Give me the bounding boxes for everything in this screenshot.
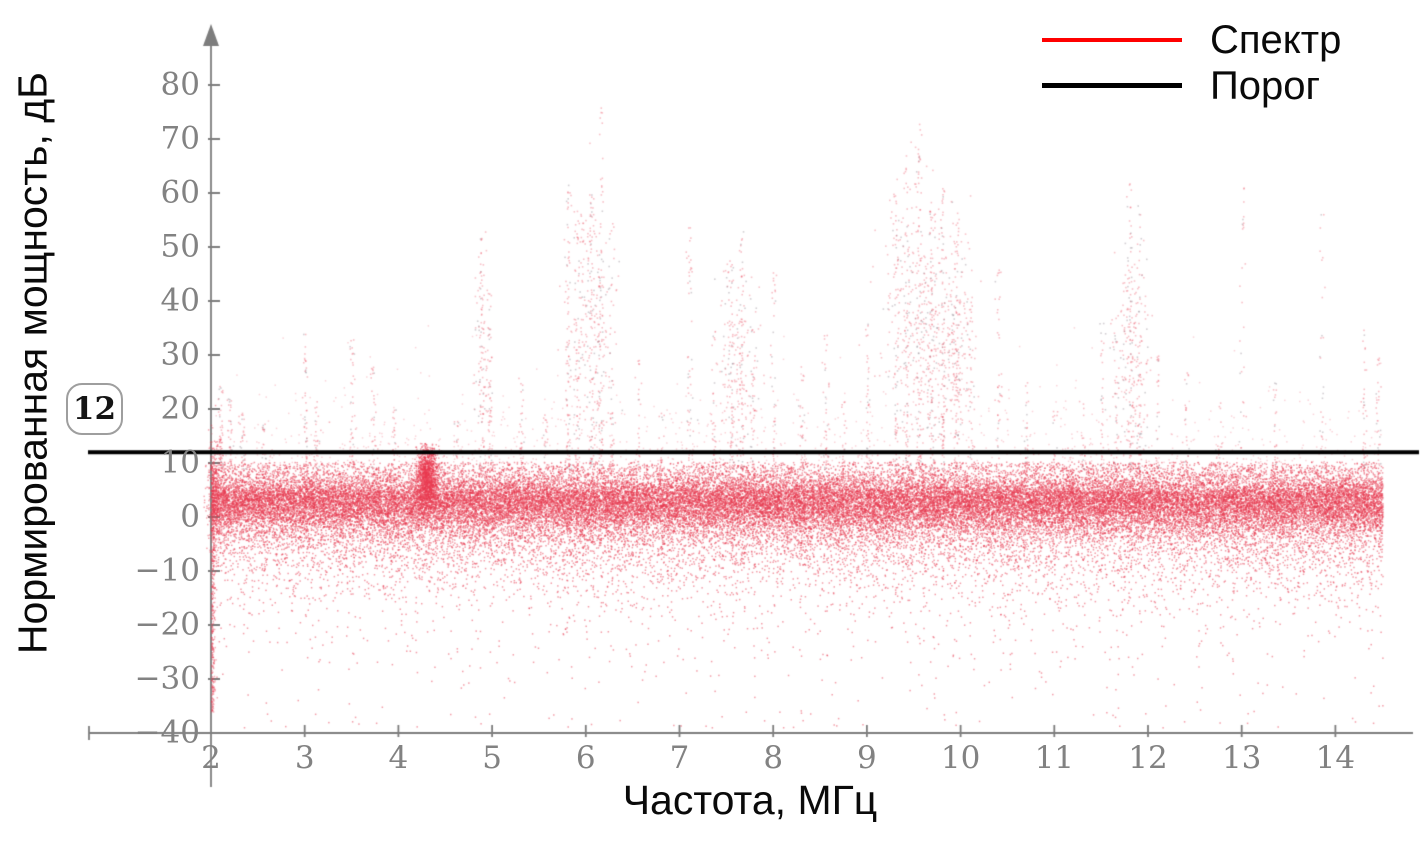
threshold-value-badge: 12 [66, 383, 123, 435]
y-tick-label: 60 [160, 174, 200, 211]
y-tick-label: 30 [160, 336, 200, 373]
y-tick-label: −20 [134, 606, 200, 643]
threshold-line-swatch [1042, 83, 1182, 88]
y-tick-label: −10 [134, 552, 200, 589]
legend: Спектр Порог [1042, 18, 1341, 107]
x-tick-label: 14 [1315, 740, 1356, 776]
x-tick-label: 6 [575, 740, 596, 776]
y-tick-label: −40 [134, 714, 200, 751]
x-axis-title: Частота, МГц [622, 777, 878, 823]
x-tick-label: 8 [763, 740, 784, 776]
legend-item-spectrum: Спектр [1042, 18, 1341, 61]
y-tick-label: 20 [160, 390, 200, 427]
x-tick-label: 2 [201, 740, 221, 776]
x-tick-label: 11 [1034, 740, 1075, 776]
spectrum-line-swatch [1042, 37, 1182, 42]
y-tick-label: 70 [160, 120, 200, 157]
x-tick-label: 4 [388, 740, 409, 776]
x-tick-label: 10 [940, 740, 981, 776]
legend-label-threshold: Порог [1210, 63, 1321, 108]
y-tick-label: 0 [180, 498, 200, 535]
legend-label-spectrum: Спектр [1210, 17, 1342, 62]
y-tick-label: 10 [160, 444, 200, 481]
x-tick-label: 12 [1128, 740, 1168, 776]
y-tick-label: −30 [134, 660, 200, 697]
x-tick-label: 13 [1221, 740, 1262, 776]
x-tick-label: 9 [857, 740, 877, 776]
legend-item-threshold: Порог [1042, 64, 1341, 107]
y-tick-label: 50 [160, 228, 200, 265]
y-tick-label: 80 [160, 66, 200, 103]
x-tick-label: 7 [669, 740, 690, 776]
y-tick-label: 40 [160, 282, 200, 319]
x-tick-label: 3 [294, 740, 315, 776]
x-tick-label: 5 [482, 740, 502, 776]
y-axis-title: Нормированная мощность, дБ [9, 71, 56, 655]
